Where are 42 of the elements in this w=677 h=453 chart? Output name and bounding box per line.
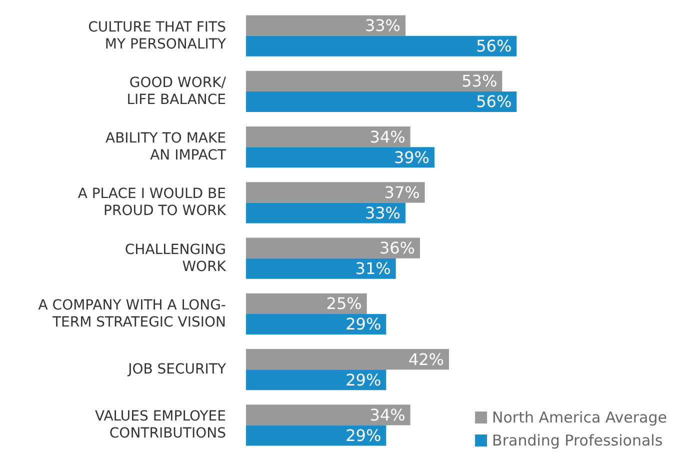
data-label: 34% [370, 405, 406, 424]
legend-label: Branding Professionals [492, 432, 663, 450]
data-label: 29% [346, 314, 382, 334]
y-tick-label: GOOD WORK/ LIFE BALANCE [126, 74, 226, 108]
data-label: 56% [476, 92, 512, 112]
y-tick-label: CHALLENGING WORK [124, 242, 227, 275]
y-tick-label: ABILITY TO MAKE AN IMPACT [106, 130, 226, 164]
bar [246, 314, 386, 335]
y-tick-label: A COMPANY WITH A LONG- TERM STRATEGIC VISION [38, 297, 226, 330]
bar [246, 348, 449, 370]
bar [246, 293, 367, 314]
bar [246, 202, 406, 224]
bar [246, 238, 420, 258]
bar [246, 70, 502, 92]
data-label: 37% [384, 182, 420, 202]
data-label: 33% [364, 203, 400, 222]
y-tick-label: A PLACE I WOULD BE PROUD TO WORK [78, 186, 227, 220]
y-tick-label: VALUES EMPLOYEE CONTRIBUTIONS [95, 408, 226, 442]
data-label: 36% [379, 238, 415, 258]
data-label: 31% [355, 259, 391, 278]
bar [246, 425, 386, 446]
bar [246, 182, 425, 203]
bar [246, 91, 517, 112]
data-label: 53% [462, 72, 498, 91]
data-label: 33% [364, 16, 400, 36]
data-label: 34% [370, 127, 406, 146]
legend-label: North America Average [492, 408, 668, 426]
bar [246, 36, 517, 56]
data-label: 39% [394, 148, 430, 167]
bar [246, 404, 410, 426]
bar [246, 15, 406, 36]
data-label: 25% [326, 294, 362, 314]
data-label: 29% [346, 370, 382, 390]
data-label: 29% [346, 426, 382, 445]
bar [246, 258, 396, 279]
data-label: 42% [408, 350, 444, 369]
bar [246, 126, 410, 148]
y-tick-label: CULTURE THAT FITS MY PERSONALITY [88, 19, 226, 52]
data-label: 56% [476, 36, 512, 56]
bar [246, 147, 434, 168]
y-tick-label: JOB SECURITY [127, 362, 226, 378]
bar [246, 370, 386, 390]
